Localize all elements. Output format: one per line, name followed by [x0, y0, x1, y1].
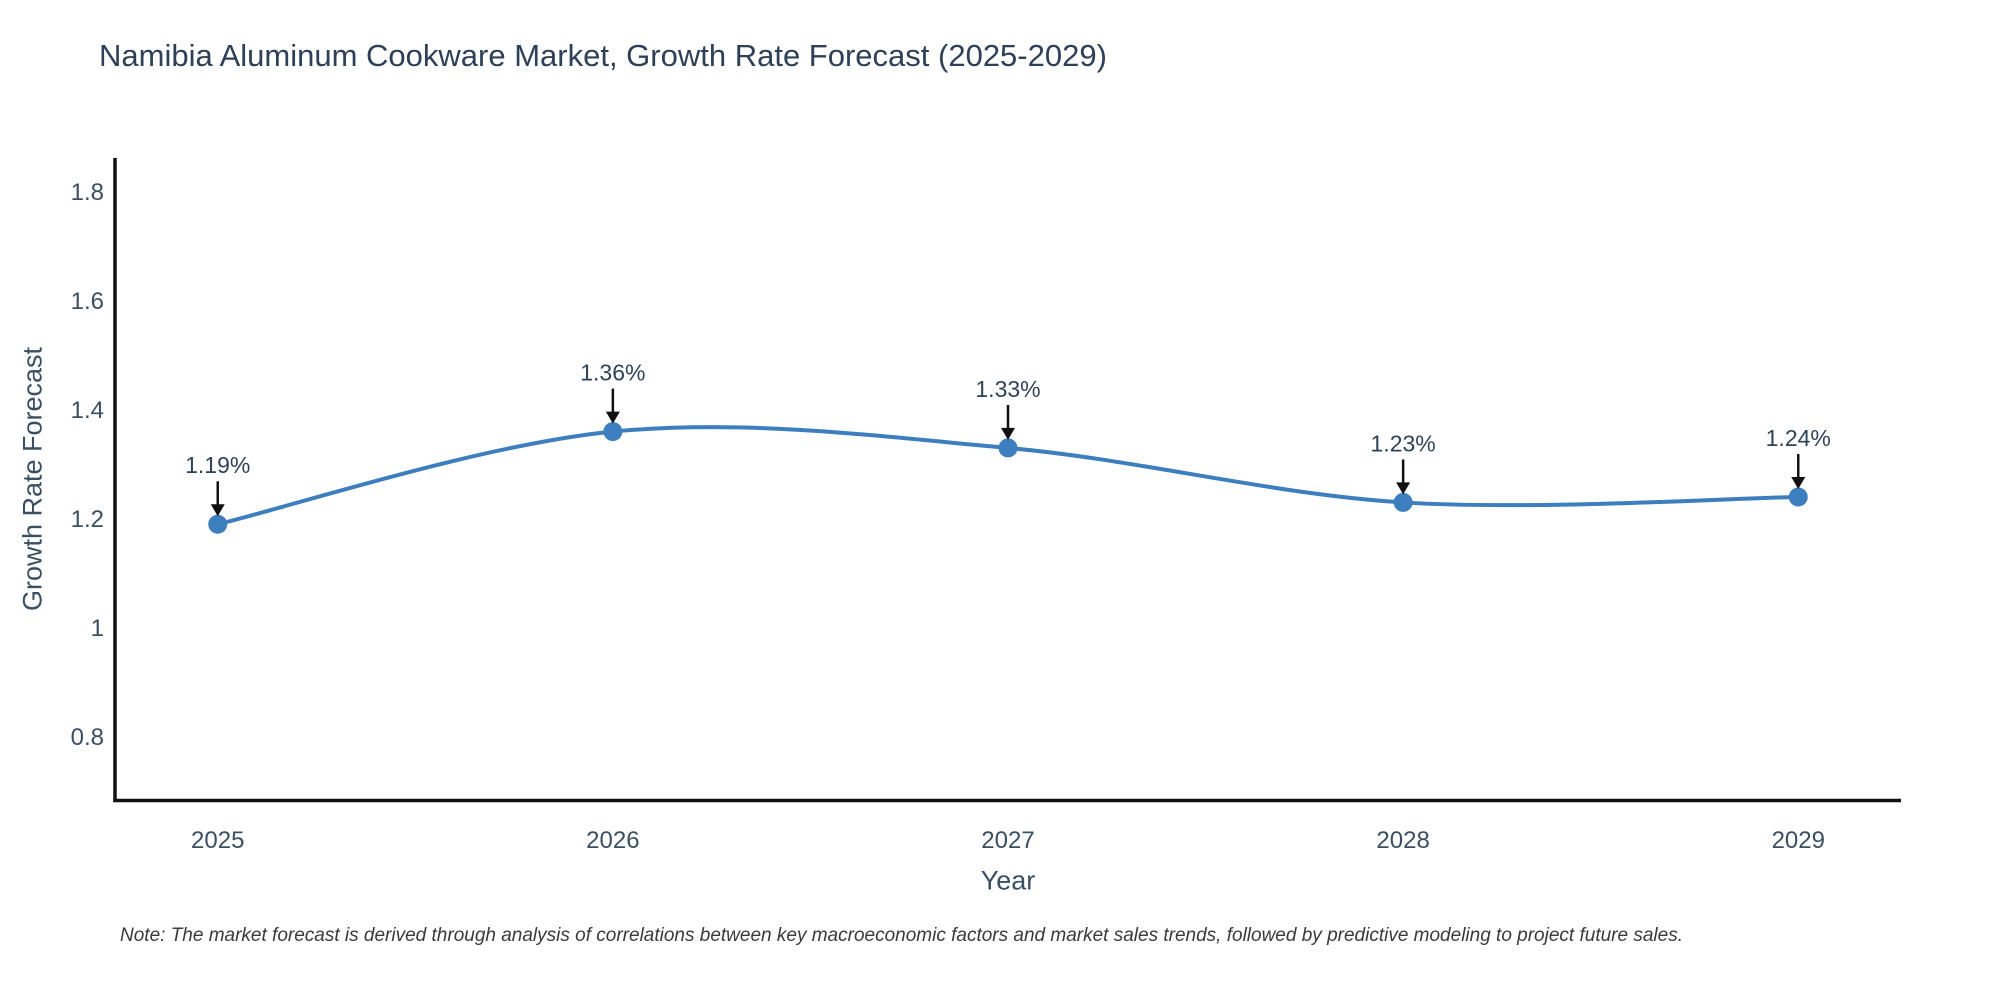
y-tick-label: 0.8 [71, 724, 104, 751]
point-value-label: 1.23% [1371, 430, 1436, 456]
chart-title: Namibia Aluminum Cookware Market, Growth… [99, 38, 1107, 73]
point-value-label: 1.19% [185, 452, 250, 478]
annotation-arrow-head [605, 411, 620, 424]
y-tick-label: 1.8 [71, 179, 104, 206]
x-tick-label: 2026 [586, 827, 639, 854]
x-tick-label: 2025 [191, 827, 244, 854]
y-axis-title: Growth Rate Forecast [17, 346, 48, 612]
point-value-label: 1.24% [1766, 425, 1831, 451]
point-value-label: 1.33% [975, 376, 1040, 402]
data-point-marker [998, 438, 1018, 458]
data-point-marker [1788, 487, 1808, 507]
annotation-arrow-head [1791, 476, 1806, 489]
y-tick-label: 1.6 [71, 288, 104, 315]
x-tick-label: 2028 [1376, 827, 1429, 854]
annotation-arrow-head [1396, 482, 1411, 495]
point-value-label: 1.36% [580, 360, 645, 386]
data-point-marker [1393, 492, 1413, 512]
y-tick-label: 1 [91, 615, 104, 642]
annotation-arrow-head [1001, 427, 1015, 440]
annotation-arrow-head [210, 504, 225, 517]
data-point-marker [208, 514, 228, 534]
y-tick-label: 1.2 [71, 506, 104, 533]
x-axis-title: Year [980, 865, 1036, 896]
x-tick-label: 2027 [981, 827, 1034, 854]
x-tick-label: 2029 [1772, 827, 1825, 854]
footnote: Note: The market forecast is derived thr… [120, 925, 1683, 946]
data-point-marker [603, 422, 623, 442]
y-tick-label: 1.4 [71, 397, 104, 424]
